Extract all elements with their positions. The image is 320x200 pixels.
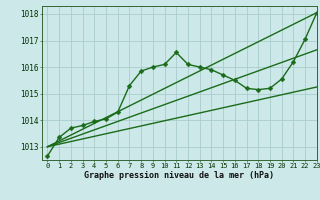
X-axis label: Graphe pression niveau de la mer (hPa): Graphe pression niveau de la mer (hPa) (84, 171, 274, 180)
